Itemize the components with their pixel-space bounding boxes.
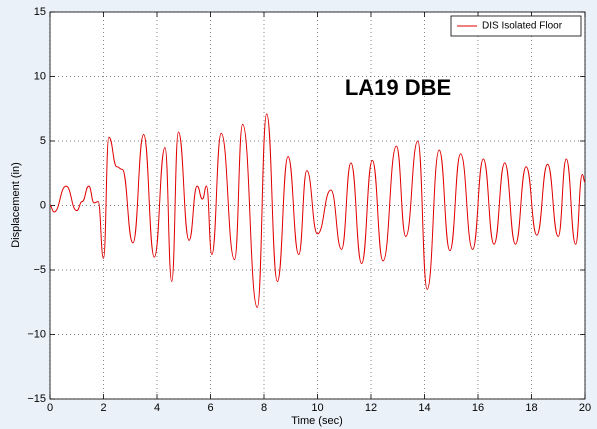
- x-tick-label: 2: [100, 402, 106, 414]
- y-tick-label: 15: [34, 6, 46, 18]
- x-tick-label: 6: [207, 402, 213, 414]
- x-tick-label: 14: [418, 402, 430, 414]
- y-tick-label: −5: [33, 264, 46, 276]
- legend-label: DIS Isolated Floor: [482, 21, 563, 32]
- x-tick-label: 18: [525, 402, 537, 414]
- y-tick-label: −10: [27, 328, 46, 340]
- x-tick-label: 8: [261, 402, 267, 414]
- legend-box: [450, 15, 582, 37]
- x-tick-label: 0: [47, 402, 53, 414]
- x-tick-label: 10: [311, 402, 323, 414]
- y-tick-label: 10: [34, 70, 46, 82]
- x-tick-label: 4: [154, 402, 160, 414]
- x-axis-label: Time (sec): [291, 415, 343, 427]
- y-axis-label: Displacement (in): [10, 162, 22, 248]
- annotation: LA19 DBE: [345, 75, 451, 100]
- data-line: [49, 113, 586, 308]
- x-tick-label: 12: [365, 402, 377, 414]
- y-tick-label: 0: [40, 199, 46, 211]
- x-tick-label: 20: [579, 402, 591, 414]
- y-tick-label: 5: [40, 135, 46, 147]
- x-tick-label: 16: [472, 402, 484, 414]
- y-tick-label: −15: [27, 393, 46, 405]
